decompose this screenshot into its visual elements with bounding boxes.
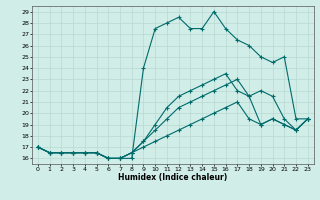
X-axis label: Humidex (Indice chaleur): Humidex (Indice chaleur) [118, 173, 228, 182]
